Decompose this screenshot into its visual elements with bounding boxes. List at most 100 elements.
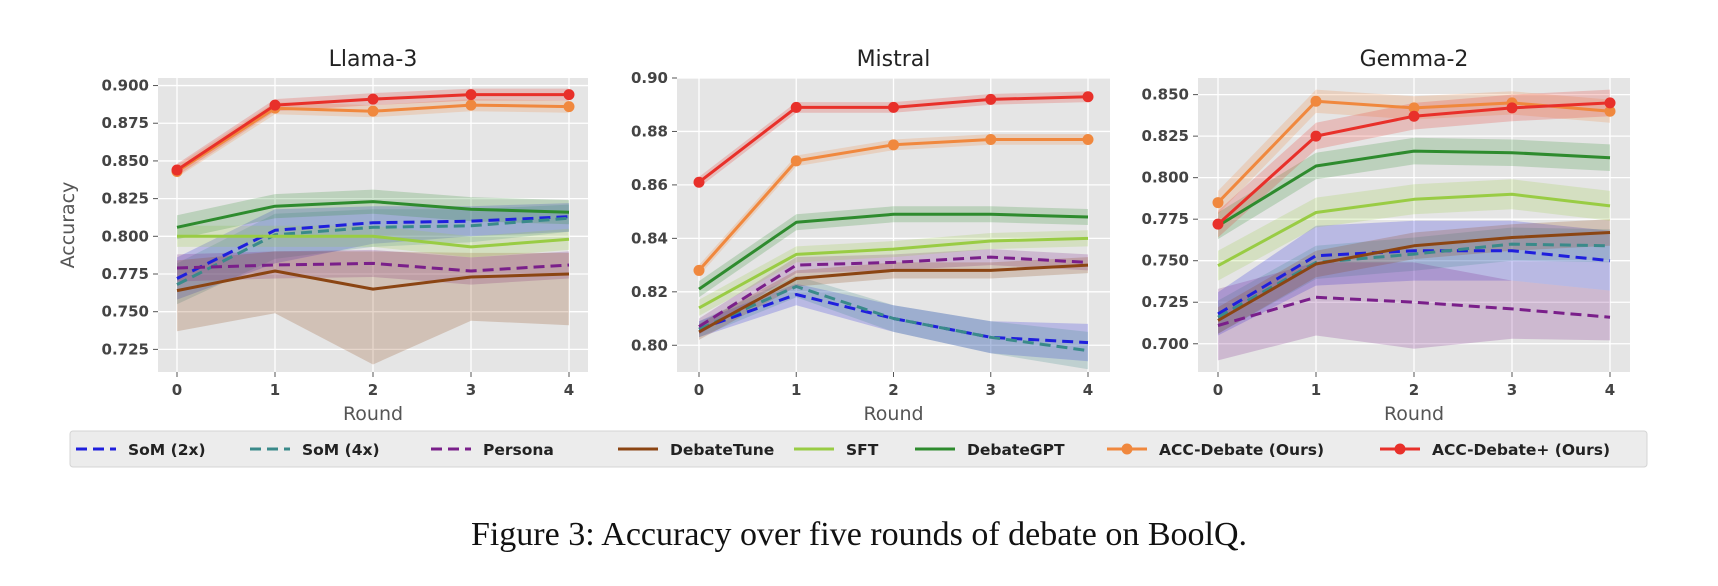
y-tick-label: 0.800 — [1142, 169, 1189, 187]
y-tick-label: 0.86 — [631, 176, 668, 194]
y-tick-label: 0.875 — [102, 114, 149, 132]
point-acc-debate-ours — [693, 264, 705, 276]
x-tick-label: 3 — [466, 381, 476, 399]
point-acc-debate-ours — [367, 93, 379, 105]
point-acc-debate-ours — [888, 139, 899, 151]
line-persona — [176, 261, 570, 273]
legend-label-persona: Persona — [483, 441, 554, 459]
legend-marker-acc-debate-ours — [1394, 443, 1406, 455]
line-debatetune — [698, 263, 1089, 334]
panel-llama-3: 0.725 0.750 0.775 0.800 0.825 0.850 0.875 0.900… — [57, 47, 588, 425]
point-acc-debate-ours — [1212, 218, 1224, 230]
point-acc-debate-ours — [1212, 197, 1224, 209]
x-tick-label: 1 — [270, 381, 280, 399]
point-acc-debate-ours — [1082, 133, 1094, 145]
legend-label-acc-debate-ours: ACC-Debate (Ours) — [1159, 441, 1324, 459]
band-som-4x — [1218, 227, 1610, 334]
y-tick-label: 0.90 — [631, 69, 668, 87]
y-tick-label: 0.775 — [102, 265, 149, 283]
line-som-4x — [176, 216, 570, 286]
band-debategpt — [699, 206, 1088, 298]
y-tick-label: 0.825 — [1142, 127, 1189, 145]
y-tick-label: 0.850 — [102, 152, 149, 170]
line-debatetune — [1217, 231, 1611, 322]
line-debategpt — [1217, 149, 1611, 228]
line-debatetune — [176, 269, 570, 293]
panel-title: Mistral — [857, 47, 931, 72]
x-tick-label: 3 — [986, 381, 996, 399]
point-acc-debate-ours — [790, 155, 802, 167]
x-tick-label: 4 — [1083, 381, 1093, 399]
legend-label-sft: SFT — [846, 441, 879, 459]
y-tick-label: 0.700 — [1142, 335, 1189, 353]
x-tick-label: 2 — [888, 381, 898, 399]
point-acc-debate-ours — [1408, 102, 1420, 114]
line-debategpt — [176, 200, 570, 229]
point-acc-debate-ours — [465, 99, 477, 111]
band-som-4x — [699, 275, 1088, 370]
point-acc-debate-ours — [171, 164, 183, 176]
legend: SoM (2x) SoM (4x) Persona DebateTune SFT Deba… — [69, 430, 1648, 468]
point-acc-debate-ours — [1604, 97, 1616, 109]
legend-label-som-2x: SoM (2x) — [128, 441, 206, 459]
point-acc-debate-ours — [1604, 105, 1616, 117]
panel-mistral: 0.80 0.82 0.84 0.86 0.88 0.90 0 1 2 3 4 Mistral Roun… — [631, 47, 1110, 425]
point-acc-debate-ours — [1408, 110, 1420, 122]
point-acc-debate-ours — [888, 101, 899, 113]
point-acc-debate-ours — [563, 89, 575, 101]
band-persona — [1218, 262, 1610, 361]
band-persona — [699, 249, 1088, 335]
legend-label-debategpt: DebateGPT — [967, 441, 1065, 459]
y-tick-label: 0.800 — [102, 227, 149, 245]
line-debategpt — [698, 212, 1089, 291]
point-acc-debate-ours — [1310, 130, 1322, 142]
y-tick-label: 0.825 — [102, 190, 149, 208]
x-tick-label: 2 — [1409, 381, 1419, 399]
y-tick-label: 0.80 — [631, 336, 668, 354]
line-som-2x — [698, 293, 1089, 345]
point-acc-debate-ours — [693, 176, 705, 188]
band-debategpt — [177, 189, 569, 240]
point-acc-debate-ours — [985, 93, 997, 105]
line-som-2x — [1217, 249, 1611, 316]
x-axis-label: Round — [863, 403, 923, 425]
point-acc-debate-ours — [1506, 102, 1518, 114]
line-som-2x — [176, 215, 570, 280]
x-axis-label: Round — [343, 403, 403, 425]
band-acc-debate-ours — [1218, 89, 1610, 238]
y-tick-label: 0.725 — [1142, 293, 1189, 311]
point-acc-debate-ours — [563, 101, 575, 113]
y-tick-label: 0.82 — [631, 283, 668, 301]
y-tick-label: 0.850 — [1142, 86, 1189, 104]
point-acc-debate-ours — [985, 133, 997, 145]
panel-title: Gemma-2 — [1360, 47, 1469, 72]
line-sft — [1217, 192, 1611, 268]
point-acc-debate-ours — [1310, 95, 1322, 107]
point-acc-debate-ours — [465, 89, 477, 101]
x-tick-label: 0 — [1213, 381, 1223, 399]
legend-box — [69, 430, 1648, 468]
panel-gemma-2: 0.700 0.725 0.750 0.775 0.800 0.825 0.850 0 1 2 3 4… — [1142, 47, 1630, 425]
x-tick-label: 0 — [694, 381, 704, 399]
figure-caption: Figure 3: Accuracy over five rounds of d… — [470, 516, 1248, 553]
y-tick-label: 0.725 — [102, 340, 149, 358]
point-acc-debate-ours — [790, 101, 802, 113]
x-tick-label: 4 — [564, 381, 574, 399]
y-tick-label: 0.900 — [102, 77, 149, 95]
y-tick-label: 0.750 — [1142, 252, 1189, 270]
y-axis-label: Accuracy — [57, 182, 79, 269]
x-axis-label: Round — [1384, 403, 1444, 425]
point-acc-debate-ours — [367, 105, 379, 117]
x-tick-label: 3 — [1507, 381, 1517, 399]
legend-label-debatetune: DebateTune — [670, 441, 774, 459]
line-som-4x — [1217, 242, 1611, 319]
band-debategpt — [1218, 137, 1610, 240]
band-som-2x — [699, 283, 1088, 362]
band-debatetune — [177, 251, 569, 365]
band-sft — [1218, 179, 1610, 281]
y-tick-label: 0.750 — [102, 303, 149, 321]
y-tick-label: 0.84 — [631, 229, 668, 247]
line-persona — [1217, 295, 1611, 327]
line-som-4x — [698, 285, 1089, 353]
